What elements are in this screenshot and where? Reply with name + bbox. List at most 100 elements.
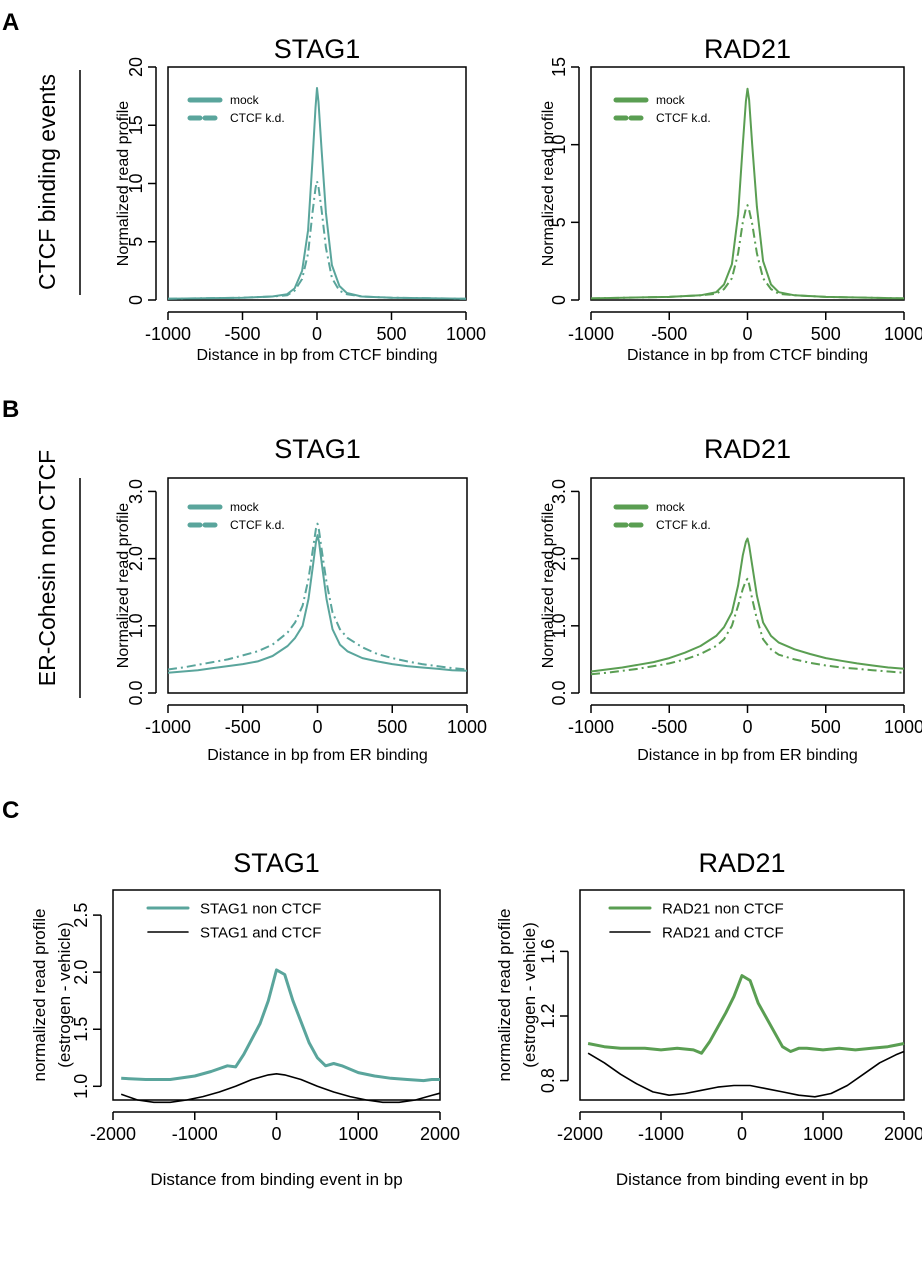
x-tick-label: 1000: [447, 717, 487, 737]
y-tick-label: 1.0: [549, 613, 569, 638]
chart-c-stag1: STAG1 -2000 -1000 0 1000 2000 1.0 1.5 2.0 2.5 Dist…: [30, 848, 460, 1189]
legend-label: mock: [230, 93, 260, 107]
y-tick-label: 15: [126, 115, 146, 135]
legend-label: RAD21 and CTCF: [662, 924, 784, 941]
y-tick-label: 2.0: [126, 546, 146, 571]
chart-a-rad21: RAD21 -1000 -500 0 500 1000 0 5 10 15 Distance in …: [540, 34, 922, 364]
x-tick-label: -1000: [568, 717, 614, 737]
y-tick-label: 3.0: [126, 479, 146, 504]
y-axis-label: Normalized read profile: [115, 503, 132, 669]
x-tick-label: 500: [376, 324, 406, 344]
series-line-primary: [587, 974, 905, 1055]
y-axis-label-2: (estrogen - vehicle): [520, 922, 539, 1068]
y-tick-label: 0.8: [538, 1068, 558, 1093]
x-tick-label: -500: [651, 717, 687, 737]
x-tick-label: 1000: [884, 324, 922, 344]
x-tick-label: -2000: [90, 1124, 136, 1144]
y-tick-label: 2.0: [71, 960, 91, 985]
y-tick-label: 1.0: [71, 1074, 91, 1099]
y-tick-label: 10: [126, 173, 146, 193]
row-label-ctcf: CTCF binding events: [34, 74, 60, 290]
series-line-primary: [590, 537, 905, 673]
legend-label: CTCF k.d.: [656, 111, 711, 125]
y-tick-label: 5: [549, 217, 569, 227]
y-tick-label: 0.0: [549, 680, 569, 705]
x-tick-label: 0: [737, 1124, 747, 1144]
x-tick-label: -1000: [568, 324, 614, 344]
plot-frame: [167, 66, 467, 301]
x-tick-label: 2000: [884, 1124, 922, 1144]
y-tick-label: 1.6: [538, 939, 558, 964]
panel-label-a: A: [2, 9, 19, 36]
series-line-secondary: [120, 1073, 441, 1104]
x-tick-label: 2000: [420, 1124, 460, 1144]
legend-label: mock: [230, 500, 260, 514]
x-tick-label: -1000: [145, 324, 191, 344]
chart-c-rad21: RAD21 -2000 -1000 0 1000 2000 0.8 1.2 1.6 Distanc…: [495, 848, 922, 1189]
x-axis-label: Distance from binding event in bp: [150, 1170, 402, 1189]
x-tick-label: 500: [811, 717, 841, 737]
x-axis-label: Distance in bp from CTCF binding: [627, 347, 868, 364]
legend-label: STAG1 and CTCF: [200, 924, 321, 941]
chart-b-rad21: RAD21 -1000 -500 0 500 1000 0.0 1.0 2.0 3.0 Distan…: [540, 434, 922, 764]
panel-label-b: B: [2, 396, 19, 423]
y-tick-label: 2.5: [71, 903, 91, 928]
chart-a-stag1: STAG1 -1000 -500 0 500 1000 0 5 10 15 20 Distance i…: [115, 34, 486, 364]
x-tick-label: -1000: [638, 1124, 684, 1144]
series-line-secondary: [167, 180, 467, 300]
y-tick-label: 10: [549, 135, 569, 155]
series-line-secondary: [587, 1050, 905, 1098]
chart-title: STAG1: [274, 34, 361, 64]
y-axis-label: normalized read profile: [30, 909, 49, 1082]
x-tick-label: -500: [224, 324, 260, 344]
plot-frame: [590, 66, 905, 301]
chart-title: RAD21: [698, 848, 785, 878]
x-tick-label: -1000: [145, 717, 191, 737]
x-tick-label: -2000: [557, 1124, 603, 1144]
y-tick-label: 0: [126, 295, 146, 305]
x-axis-label: Distance from binding event in bp: [616, 1170, 868, 1189]
x-tick-label: 1000: [803, 1124, 843, 1144]
legend-label: STAG1 non CTCF: [200, 900, 321, 917]
y-axis-label-2: (estrogen - vehicle): [55, 922, 74, 1068]
y-tick-label: 15: [549, 57, 569, 77]
legend-label: CTCF k.d.: [230, 111, 285, 125]
x-axis-label: Distance in bp from CTCF binding: [197, 347, 438, 364]
x-tick-label: 0: [312, 324, 322, 344]
chart-b-stag1: STAG1 -1000 -500 0 500 1000 0.0 1.0 2.0 3.0 Distan…: [115, 434, 487, 764]
y-tick-label: 1.2: [538, 1003, 558, 1028]
legend-label: RAD21 non CTCF: [662, 900, 784, 917]
chart-title: RAD21: [704, 34, 791, 64]
panel-label-c: C: [2, 797, 19, 824]
x-tick-label: 1000: [446, 324, 486, 344]
series-line-primary: [590, 87, 905, 300]
y-tick-label: 5: [126, 237, 146, 247]
x-tick-label: 0: [742, 717, 752, 737]
x-axis-label: Distance in bp from ER binding: [637, 747, 858, 764]
legend-label: mock: [656, 93, 686, 107]
y-tick-label: 1.5: [71, 1017, 91, 1042]
series-line-secondary: [167, 522, 468, 671]
x-tick-label: -500: [225, 717, 261, 737]
chart-title: STAG1: [274, 434, 361, 464]
y-axis-label: Normalized read profile: [540, 503, 557, 669]
y-axis-label: Normalized read profile: [115, 101, 132, 267]
series-line-secondary: [590, 204, 905, 300]
chart-title: RAD21: [704, 434, 791, 464]
x-tick-label: 0: [271, 1124, 281, 1144]
plot-frame: [112, 889, 441, 1101]
legend-label: CTCF k.d.: [230, 518, 285, 532]
y-tick-label: 0: [549, 295, 569, 305]
x-tick-label: 1000: [884, 717, 922, 737]
y-axis-label: normalized read profile: [495, 909, 514, 1082]
chart-title: STAG1: [233, 848, 320, 878]
row-label-er-cohesin: ER-Cohesin non CTCF: [34, 450, 60, 686]
plot-frame: [167, 477, 468, 694]
x-tick-label: 1000: [338, 1124, 378, 1144]
x-tick-label: 500: [377, 717, 407, 737]
x-tick-label: 0: [312, 717, 322, 737]
x-tick-label: -500: [651, 324, 687, 344]
plot-frame: [579, 889, 905, 1101]
y-axis-label: Normalized read profile: [540, 101, 557, 267]
